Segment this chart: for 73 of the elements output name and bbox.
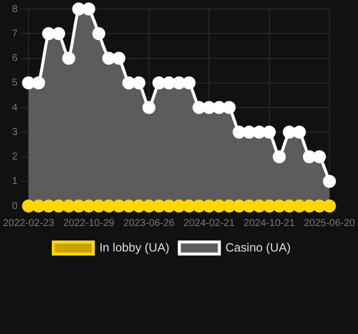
point [242, 200, 256, 212]
point [92, 27, 106, 40]
point [82, 200, 96, 212]
point [292, 200, 306, 212]
point [212, 101, 226, 114]
point [132, 200, 146, 212]
point [132, 76, 146, 90]
point [102, 200, 116, 212]
point [292, 126, 306, 139]
y-tick-label: 2 [12, 152, 18, 162]
point [232, 126, 246, 139]
point [252, 200, 266, 212]
point [112, 200, 126, 212]
point [182, 200, 196, 212]
point [302, 150, 316, 164]
point [312, 150, 326, 164]
point [172, 76, 186, 90]
point [282, 200, 296, 212]
point [192, 101, 206, 114]
y-tick-label: 7 [12, 28, 18, 40]
point [142, 101, 156, 114]
point [52, 200, 66, 212]
point [42, 27, 56, 40]
point [272, 200, 286, 212]
point [62, 200, 76, 212]
x-tick-label: 2025-06-20 [304, 218, 356, 229]
x-tick-label: 2022-10-29 [63, 218, 115, 229]
y-tick-label: 8 [12, 4, 18, 15]
point [122, 200, 136, 212]
point [172, 200, 186, 212]
legend-label: Casino (UA) [225, 240, 291, 254]
point [282, 126, 296, 139]
x-tick-label: 2024-02-21 [184, 218, 236, 229]
point [102, 52, 116, 65]
y-tick-label: 0 [12, 200, 18, 212]
point [272, 150, 286, 164]
y-tick-label: 1 [12, 176, 18, 188]
y-tick-label: 5 [12, 78, 18, 89]
point [262, 126, 276, 139]
point [152, 76, 166, 90]
point [202, 101, 216, 114]
point [92, 200, 106, 212]
point [122, 76, 136, 90]
point [162, 76, 176, 90]
point [112, 52, 126, 65]
y-tick-label: 4 [12, 102, 18, 114]
point [302, 200, 316, 212]
point [42, 200, 56, 212]
point [162, 200, 176, 212]
point [242, 126, 256, 139]
point [32, 76, 46, 90]
y-tick-label: 6 [12, 53, 18, 64]
point [252, 126, 266, 139]
point [222, 200, 236, 212]
point [62, 52, 76, 65]
point [82, 2, 96, 16]
x-tick-label: 2023-06-26 [123, 218, 175, 229]
point [232, 200, 246, 212]
point [182, 76, 196, 90]
point [72, 2, 86, 16]
point [322, 174, 336, 188]
point [222, 101, 236, 114]
point [192, 200, 206, 212]
x-tick-label: 2024-10-21 [244, 218, 296, 229]
point [32, 200, 46, 212]
legend-label: In lobby (UA) [99, 240, 170, 254]
point [72, 200, 86, 212]
point [212, 200, 226, 212]
x-tick-label: 2022-02-23 [3, 218, 55, 229]
y-tick-label: 3 [12, 126, 18, 138]
point [52, 27, 66, 40]
point [312, 200, 326, 212]
point [152, 200, 166, 212]
